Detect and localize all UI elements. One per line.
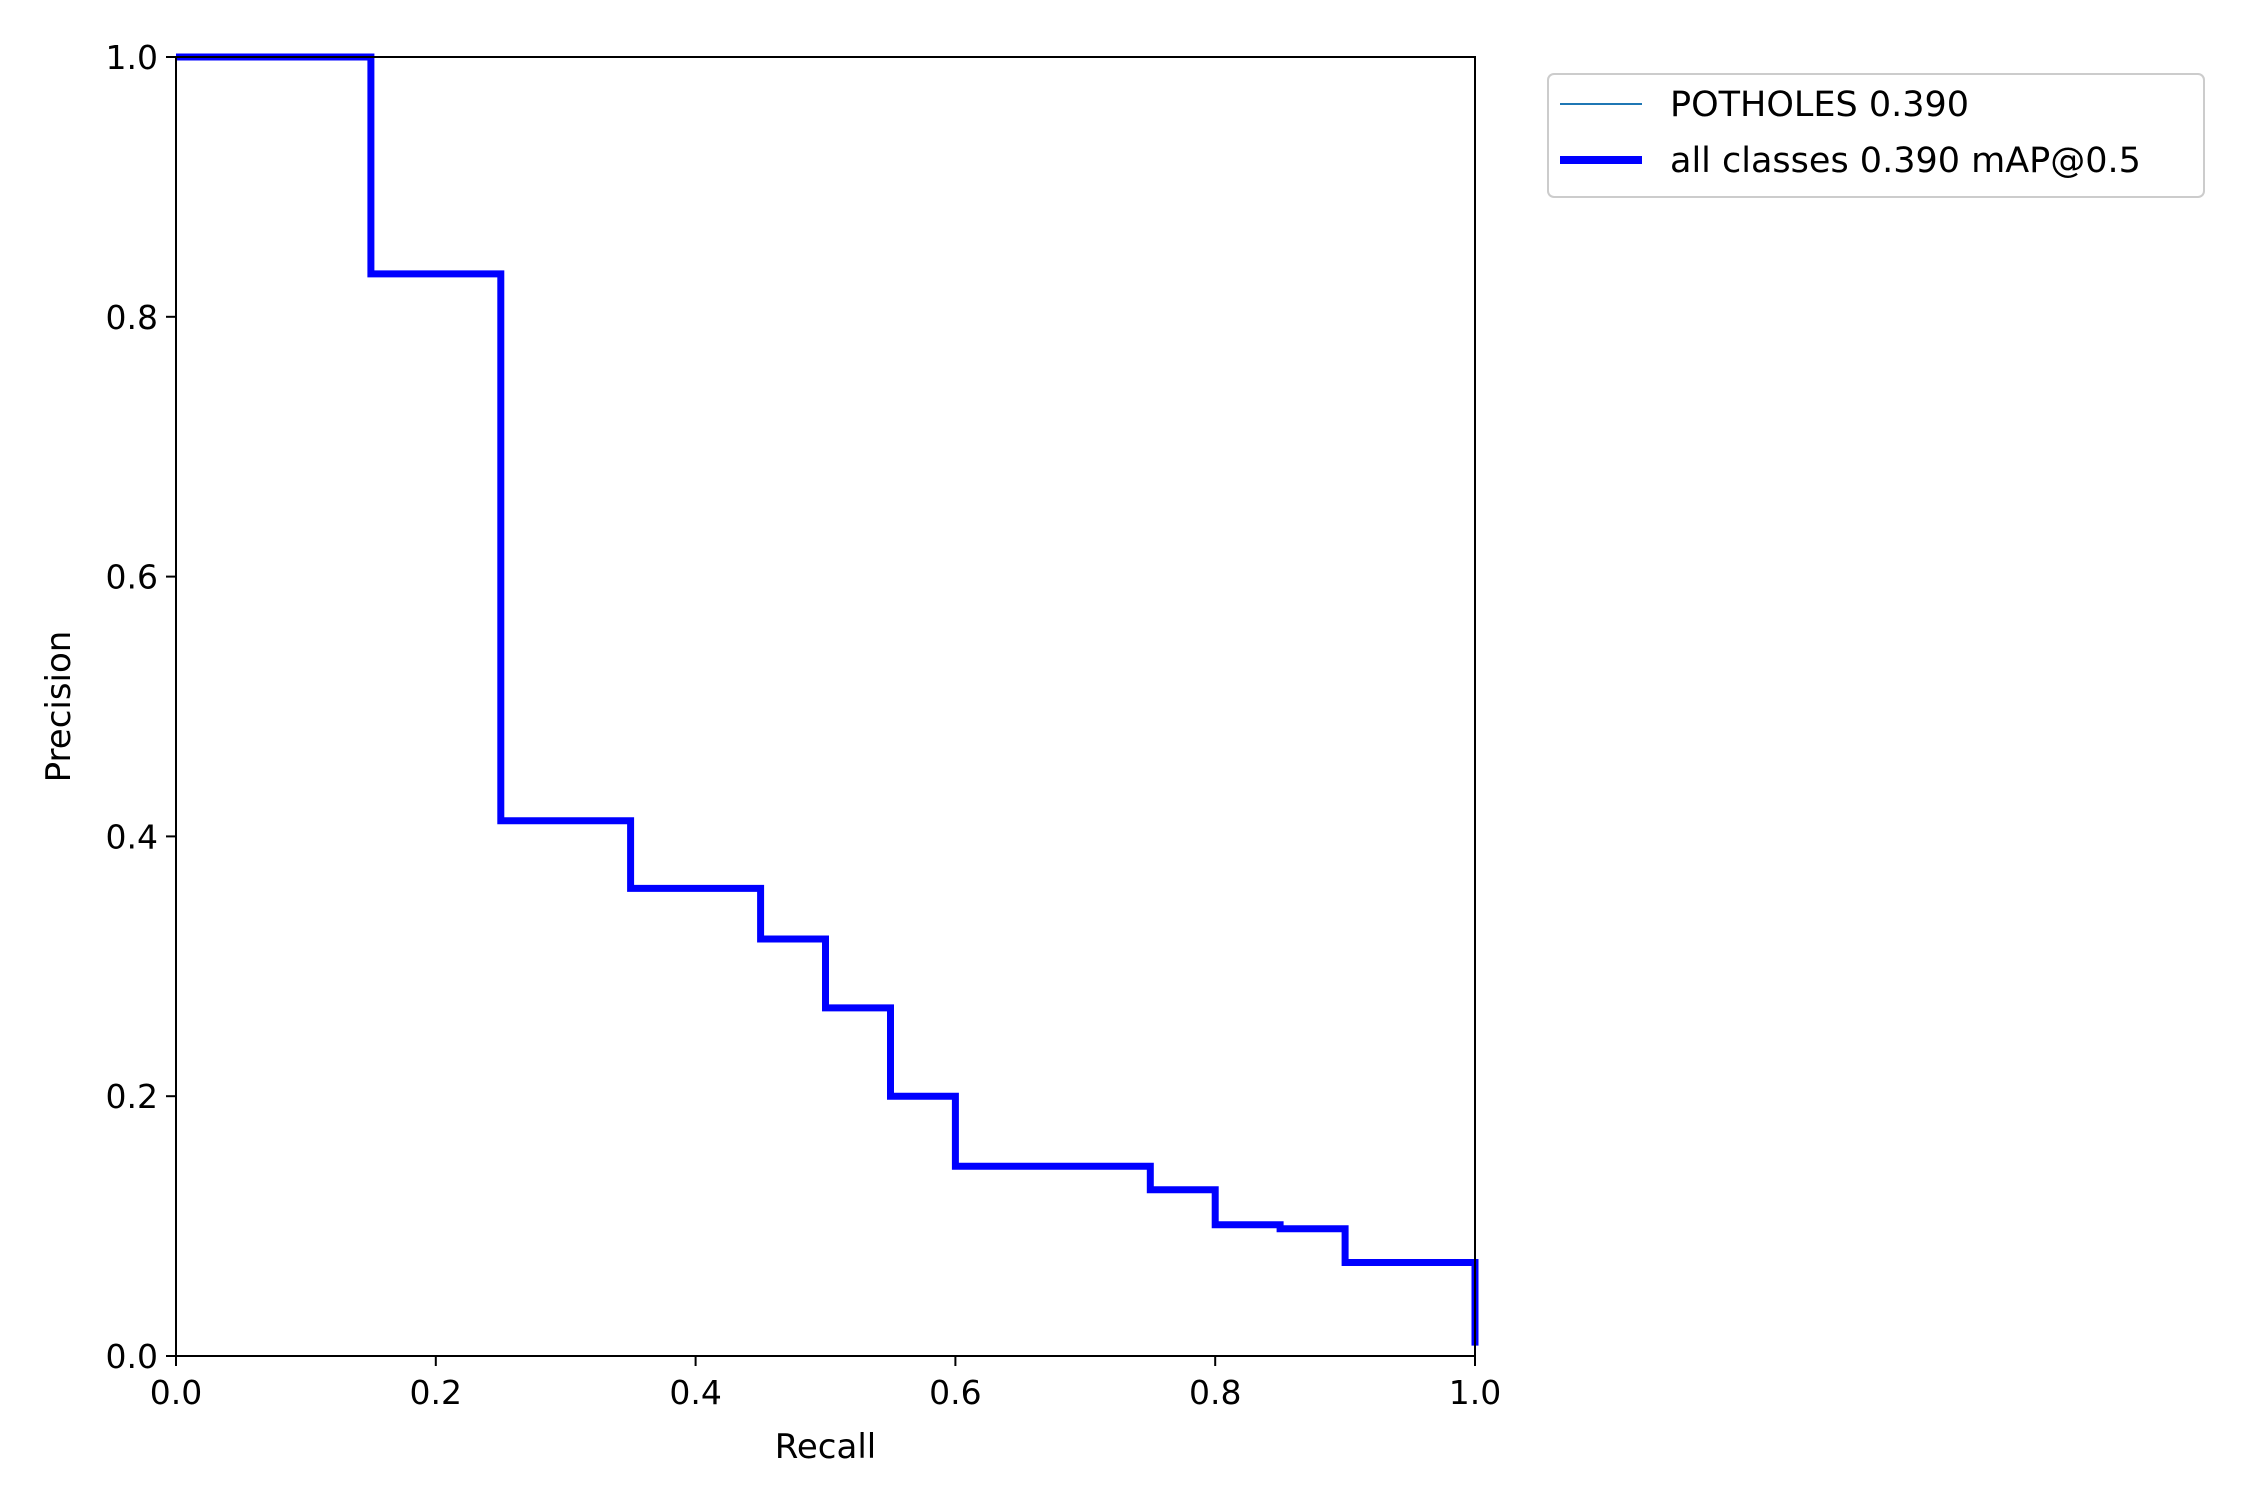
y-tick-label: 0.2 [106, 1077, 158, 1116]
x-tick-label: 0.8 [1189, 1373, 1241, 1412]
y-tick-label: 0.4 [106, 817, 158, 856]
y-axis-label: Precision [39, 631, 79, 783]
legend: POTHOLES 0.390 all classes 0.390 mAP@0.5 [1547, 73, 2205, 198]
series-layer [176, 53, 1479, 1346]
x-tick-label: 1.0 [1449, 1373, 1501, 1412]
legend-label-all-classes: all classes 0.390 mAP@0.5 [1670, 141, 2141, 181]
y-tick-label: 0.6 [106, 558, 158, 597]
y-ticks: 0.0 0.2 0.4 0.6 0.8 1.0 [106, 38, 176, 1376]
x-axis-label: Recall [775, 1427, 876, 1467]
legend-frame [1547, 73, 2205, 198]
x-tick-label: 0.0 [150, 1373, 202, 1412]
y-tick-label: 0.0 [106, 1337, 158, 1376]
legend-label-potholes: POTHOLES 0.390 [1670, 85, 1969, 125]
plot-frame [175, 56, 1476, 1357]
y-tick-label: 0.8 [106, 298, 158, 337]
x-tick-label: 0.4 [669, 1373, 721, 1412]
x-ticks: 0.0 0.2 0.4 0.6 0.8 1.0 [150, 1356, 1501, 1412]
series-line-1 [176, 53, 1479, 1346]
x-tick-label: 0.6 [929, 1373, 981, 1412]
y-tick-label: 1.0 [106, 38, 158, 77]
x-tick-label: 0.2 [410, 1373, 462, 1412]
